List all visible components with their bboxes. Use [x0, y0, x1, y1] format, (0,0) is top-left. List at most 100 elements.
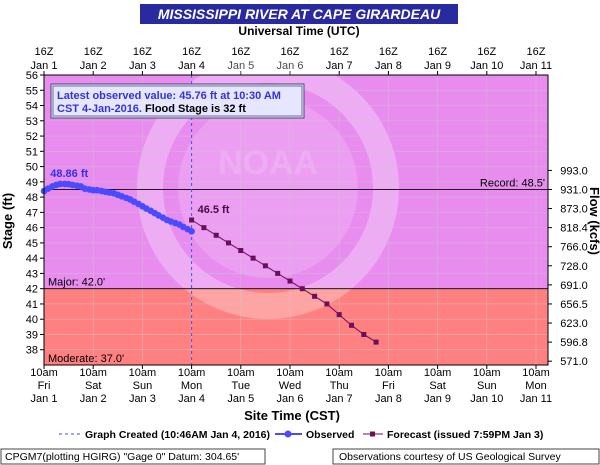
observed-point — [188, 227, 195, 235]
noaa-watermark: NOAA — [137, 57, 399, 319]
top-tick-time: 16Z — [330, 46, 349, 58]
top-tick-date: Jan 4 — [178, 60, 205, 72]
bottom-tick-date: Jan 4 — [178, 393, 205, 405]
footer-credit: Observations courtesy of US Geological S… — [339, 451, 562, 463]
bottom-tick-time: 10am — [178, 367, 206, 379]
stage-tick-label: 54 — [26, 101, 38, 113]
forecast-point — [201, 225, 207, 231]
bottom-tick-date: Jan 11 — [520, 393, 552, 405]
top-tick-time: 16Z — [231, 46, 250, 58]
svg-text:CST 4-Jan-2016. Flood Stage is: CST 4-Jan-2016. Flood Stage is 32 ft — [57, 103, 246, 115]
forecast-start-label: 46.5 ft — [198, 204, 230, 216]
top-tick-time: 16Z — [379, 46, 398, 58]
peak-observed-label: 48.86 ft — [50, 168, 88, 180]
stage-tick-label: 55 — [26, 85, 38, 97]
bottom-tick-time: 10am — [129, 367, 157, 379]
legend-observed-marker — [284, 430, 292, 438]
forecast-point — [226, 240, 231, 246]
footer-datum: CPGM7(plotting HGIRG) "Gage 0" Datum: 30… — [5, 451, 239, 463]
top-axis-ticks: 16Z Jan 1 16Z Jan 2 16Z Jan 3 16Z Jan 4 16Z Jan 5… — [31, 46, 552, 75]
stage-tick-label: 44 — [26, 253, 38, 265]
stage-tick-label: 53 — [26, 116, 38, 128]
legend-forecast-marker — [370, 431, 375, 437]
legend-observed: Observed — [306, 429, 354, 441]
legend-created: Graph Created (10:46AM Jan 4, 2016) — [85, 429, 270, 441]
flow-tick-label: 873.0 — [560, 204, 588, 216]
forecast-point — [287, 278, 293, 284]
bottom-tick-date: Jan 5 — [227, 393, 254, 405]
info-line2-flood: Flood Stage is 32 ft — [142, 103, 246, 115]
top-tick-date: Jan 2 — [80, 60, 107, 72]
stage-tick-label: 52 — [26, 131, 38, 143]
top-tick-date: Jan 1 — [31, 60, 58, 72]
stage-tick-label: 49 — [26, 177, 38, 189]
bottom-tick-time: 10am — [79, 367, 107, 379]
stage-tick-label: 42 — [26, 284, 38, 296]
plot-frame — [43, 74, 549, 366]
bottom-tick-weekday: Sat — [429, 380, 446, 392]
top-tick-time: 16Z — [428, 46, 447, 58]
bottom-tick-date: Jan 7 — [326, 393, 353, 405]
svg-text:Latest observed value: 45.76 f: Latest observed value: 45.76 ft at 10:30… — [57, 90, 281, 102]
stage-tick-label: 47 — [26, 207, 38, 219]
threshold-label: Moderate: 37.0' — [48, 353, 124, 365]
bottom-tick-weekday: Fri — [38, 380, 51, 392]
flow-tick-label: 766.0 — [560, 242, 588, 254]
stage-axis-label: Stage (ft) — [0, 193, 15, 249]
threshold-lines: Record: 48.5' Major: 42.0' Moderate: 37.0' — [44, 177, 548, 366]
stage-tick-label: 39 — [26, 329, 38, 341]
top-tick-date: Jan 6 — [277, 60, 304, 72]
watermark-text: NOAA — [218, 144, 318, 182]
forecast-point — [275, 270, 281, 276]
forecast-point — [250, 255, 256, 261]
flow-axis-ticks: 571.0 596.8 623.0 656.5 691.0 728.0 766.0 818.4… — [548, 165, 588, 368]
top-tick-date: Jan 5 — [227, 60, 254, 72]
bottom-tick-date: Jan 2 — [80, 393, 107, 405]
bottom-tick-date: Jan 9 — [424, 393, 451, 405]
bottom-tick-weekday: Tue — [232, 380, 251, 392]
bottom-tick-weekday: Mon — [181, 380, 202, 392]
forecast-point — [189, 217, 195, 223]
bottom-tick-weekday: Wed — [279, 380, 301, 392]
bottom-tick-weekday: Sun — [477, 380, 497, 392]
top-tick-date: Jan 11 — [520, 60, 552, 72]
stage-tick-label: 40 — [26, 314, 38, 326]
top-tick-date: Jan 8 — [375, 60, 402, 72]
bottom-tick-time: 10am — [473, 367, 501, 379]
bottom-tick-time: 10am — [424, 367, 452, 379]
bottom-tick-date: Jan 3 — [129, 393, 156, 405]
forecast-point — [262, 263, 268, 269]
bottom-tick-date: Jan 10 — [470, 393, 503, 405]
stage-tick-label: 46 — [26, 223, 38, 235]
watermark-ring — [137, 57, 399, 319]
threshold-label: Record: 48.5' — [480, 177, 545, 189]
chart-title: MISSISSIPPI RIVER AT CAPE GIRARDEAU — [158, 6, 441, 22]
stage-tick-label: 56 — [26, 70, 38, 82]
stage-tick-label: 43 — [26, 268, 38, 280]
top-tick-time: 16Z — [182, 46, 201, 58]
bottom-tick-date: Jan 1 — [31, 393, 58, 405]
bottom-tick-date: Jan 6 — [277, 393, 304, 405]
series-layer — [40, 180, 379, 345]
forecast-point — [238, 248, 244, 254]
flow-tick-label: 623.0 — [560, 318, 588, 330]
latest-observation-box: Latest observed value: 45.76 ft at 10:30… — [50, 83, 305, 119]
flow-axis-label: Flow (kcfs) — [587, 187, 600, 255]
forecast-point — [361, 331, 367, 337]
stage-tick-label: 41 — [26, 299, 38, 311]
bottom-tick-weekday: Thu — [330, 380, 349, 392]
stage-tick-label: 48 — [26, 192, 38, 204]
flow-tick-label: 596.8 — [560, 337, 588, 349]
stage-axis-ticks: 38 39 40 41 42 43 44 45 46 47 48 49 50 51 52 53 54 55 56 — [26, 70, 44, 357]
stage-tick-label: 38 — [26, 345, 38, 357]
moderate-flood-zone — [44, 288, 548, 365]
watermark-disc — [178, 98, 358, 278]
flow-tick-label: 993.0 — [560, 165, 588, 177]
forecast-point — [299, 286, 305, 292]
flow-tick-label: 656.5 — [560, 299, 588, 311]
title-bar — [140, 4, 458, 24]
top-tick-time: 16Z — [281, 46, 300, 58]
forecast-point — [324, 301, 330, 307]
forecast-point — [336, 312, 342, 318]
